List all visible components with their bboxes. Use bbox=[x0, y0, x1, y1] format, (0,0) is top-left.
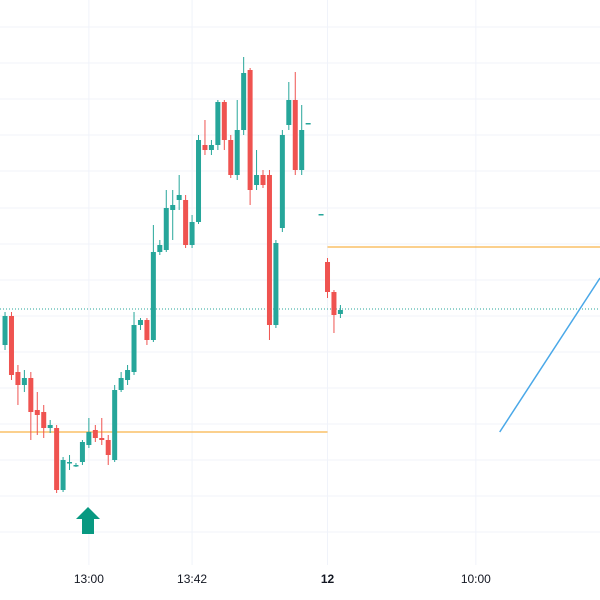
candle-body bbox=[2, 316, 8, 345]
candle-body bbox=[150, 252, 156, 340]
candle-body bbox=[183, 200, 189, 245]
trend-line bbox=[499, 277, 600, 433]
candle-body bbox=[79, 442, 85, 462]
candle-body bbox=[131, 325, 137, 372]
candle-body bbox=[34, 410, 40, 415]
x-tick-label: 13:00 bbox=[74, 572, 104, 586]
candle-body bbox=[305, 123, 311, 125]
candle-body bbox=[60, 460, 66, 490]
candle-body bbox=[15, 372, 21, 385]
candle-body bbox=[215, 102, 221, 145]
candle-body bbox=[118, 378, 124, 390]
candle-body bbox=[247, 70, 253, 190]
candle-body bbox=[189, 222, 195, 245]
candle-body bbox=[202, 145, 208, 150]
candle-body bbox=[286, 100, 292, 125]
x-tick-label: 13:42 bbox=[177, 572, 207, 586]
candle-body bbox=[28, 378, 34, 412]
candle-body bbox=[279, 135, 285, 228]
candle-body bbox=[331, 292, 337, 315]
candle-body bbox=[254, 175, 260, 185]
candle-body bbox=[292, 100, 298, 170]
candle-body bbox=[47, 425, 53, 428]
candle-body bbox=[196, 140, 202, 222]
candle-body bbox=[157, 245, 163, 252]
candle-body bbox=[337, 310, 343, 314]
candle-body bbox=[99, 438, 105, 440]
candle-body bbox=[318, 214, 324, 216]
candle-body bbox=[208, 145, 214, 150]
candle-body bbox=[273, 243, 279, 325]
candle-body bbox=[54, 428, 60, 490]
candle-body bbox=[299, 130, 305, 170]
candle-body bbox=[73, 465, 79, 467]
candle-body bbox=[266, 175, 272, 325]
candle-body bbox=[163, 208, 169, 250]
candle-body bbox=[8, 316, 14, 375]
candle-body bbox=[86, 432, 92, 445]
candle-body bbox=[125, 370, 131, 380]
candle-body bbox=[241, 73, 247, 130]
candle-body bbox=[260, 175, 266, 185]
candle-body bbox=[176, 195, 182, 200]
candle-body bbox=[234, 130, 240, 175]
candle-body bbox=[170, 205, 176, 210]
x-tick-label: 12 bbox=[321, 572, 335, 586]
candle-body bbox=[21, 378, 27, 385]
candle-body bbox=[221, 102, 227, 140]
candle-body bbox=[137, 320, 143, 325]
candle-body bbox=[144, 320, 150, 340]
candle-body bbox=[112, 390, 118, 460]
candle-body bbox=[67, 462, 73, 464]
buy-arrow bbox=[76, 507, 100, 534]
x-tick-label: 10:00 bbox=[461, 572, 491, 586]
candle-body bbox=[325, 262, 331, 292]
candle-body bbox=[228, 140, 234, 175]
candle-body bbox=[105, 440, 111, 455]
candle-body bbox=[41, 412, 47, 428]
candle-body bbox=[92, 430, 98, 438]
